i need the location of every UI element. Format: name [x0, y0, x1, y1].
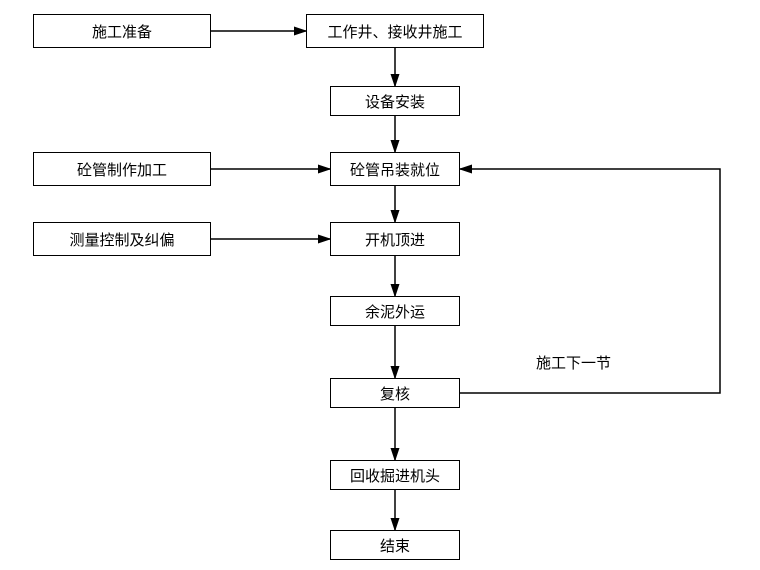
- node-label: 复核: [380, 383, 410, 404]
- node-label: 测量控制及纠偏: [69, 229, 174, 250]
- loop-label: 施工下一节: [536, 352, 611, 373]
- node-measure: 测量控制及纠偏: [33, 222, 211, 256]
- node-advance: 开机顶进: [330, 222, 460, 256]
- node-recover: 回收掘进机头: [330, 460, 460, 490]
- flowchart-canvas: 施工准备 工作井、接收井施工 设备安装 砼管制作加工 砼管吊装就位 测量控制及纠…: [0, 0, 760, 570]
- node-end: 结束: [330, 530, 460, 560]
- node-label: 结束: [380, 535, 410, 556]
- node-prep: 施工准备: [33, 14, 211, 48]
- node-label: 工作井、接收井施工: [327, 21, 462, 42]
- node-label: 施工准备: [92, 21, 152, 42]
- node-label: 砼管吊装就位: [350, 159, 440, 180]
- node-well: 工作井、接收井施工: [306, 14, 484, 48]
- node-label: 开机顶进: [365, 229, 425, 250]
- node-mud: 余泥外运: [330, 296, 460, 326]
- node-pipe-hoist: 砼管吊装就位: [330, 152, 460, 186]
- node-label: 砼管制作加工: [77, 159, 167, 180]
- node-label: 设备安装: [365, 91, 425, 112]
- node-label: 余泥外运: [365, 301, 425, 322]
- node-install: 设备安装: [330, 86, 460, 116]
- node-review: 复核: [330, 378, 460, 408]
- node-pipe-make: 砼管制作加工: [33, 152, 211, 186]
- node-label: 回收掘进机头: [350, 465, 440, 486]
